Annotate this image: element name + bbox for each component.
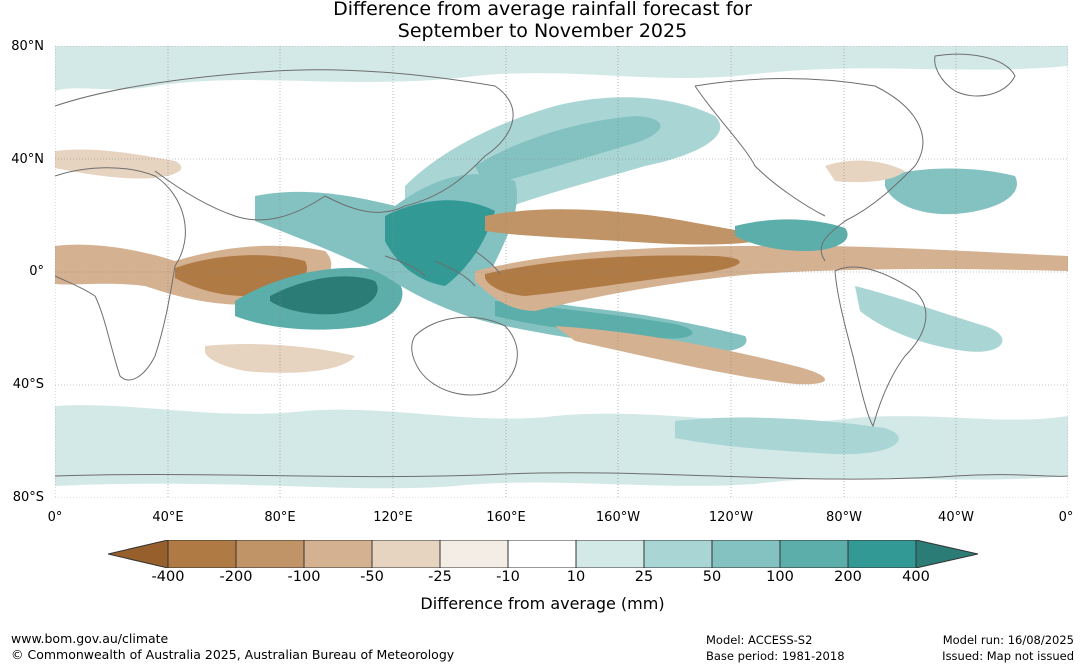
atlantic-subtropical-dry (825, 160, 905, 183)
colorbar-swatch-9 (711, 540, 781, 568)
colorbar-tick: 10 (566, 569, 586, 585)
spcz-wet-core (495, 301, 693, 339)
colorbar-swatch-1 (167, 540, 237, 568)
coastline-africa (55, 167, 186, 381)
se-pacific-dry-band (555, 326, 825, 385)
lat-label-40s: 40°S (12, 377, 44, 392)
lat-label-80n: 80°N (11, 39, 44, 54)
lon-label-40e: 40°E (152, 510, 184, 525)
colorbar-tick: -10 (496, 569, 520, 585)
lon-label-80e: 80°E (264, 510, 296, 525)
footer-issued: Issued: Map not issued (942, 649, 1074, 663)
coastline-north-america (694, 78, 924, 262)
east-indian-ocean-wet-core (270, 276, 378, 315)
lat-label-equator: 0° (29, 264, 44, 279)
colorbar-tick: 100 (766, 569, 794, 585)
lon-label-160e: 160°E (486, 510, 526, 525)
colorbar-swatch-4 (371, 540, 441, 568)
north-pacific-subtropical-dry (485, 209, 775, 245)
maritime-continent-wet (255, 174, 747, 353)
colorbar-tick: 25 (634, 569, 654, 585)
colorbar-tick: -400 (151, 569, 185, 585)
colorbar-swatch-6 (507, 540, 577, 568)
colorbar-swatch-8 (643, 540, 713, 568)
footer-website: www.bom.gov.au/climate (11, 631, 169, 646)
colorbar-tick: 200 (834, 569, 862, 585)
north-pacific-wet-inner (475, 116, 661, 186)
colorbar-tick: 50 (702, 569, 722, 585)
southern-ocean-wet-band (55, 405, 1068, 489)
graticule (55, 46, 1068, 498)
colorbar-label: Difference from average (mm) (420, 594, 665, 613)
map-title-line-1: Difference from average rainfall forecas… (333, 0, 752, 20)
lat-label-80s: 80°S (12, 490, 44, 505)
rainfall-anomaly-map (55, 46, 1068, 498)
south-america-wet (855, 286, 1003, 352)
footer-copyright: © Commonwealth of Australia 2025, Austra… (11, 647, 455, 662)
lon-label-120e: 120°E (373, 510, 413, 525)
colorbar-swatch-2 (235, 540, 305, 568)
lon-label-160w: 160°W (595, 510, 641, 525)
colorbar-tick: -50 (360, 569, 384, 585)
coastline-greenland (934, 53, 1016, 97)
coastlines (55, 53, 1068, 480)
lon-label-0-east: 0° (1058, 510, 1074, 525)
footer-model: Model: ACCESS-S2 (706, 633, 813, 647)
colorbar-tick: 400 (902, 569, 930, 585)
lat-label-40n: 40°N (11, 152, 44, 167)
anomaly-shading (55, 46, 1068, 489)
lon-label-120w: 120°W (708, 510, 754, 525)
lon-label-40w: 40°W (938, 510, 974, 525)
maritime-continent-wet-core (385, 200, 495, 286)
coastline-eurasia (55, 69, 514, 221)
southern-ocean-wet-core (675, 417, 899, 455)
footer-model-run: Model run: 16/08/2025 (942, 633, 1074, 647)
lon-label-80w: 80°W (826, 510, 862, 525)
map-title-line-2: September to November 2025 (397, 20, 688, 42)
coastline-maritime-islands (384, 250, 501, 287)
colorbar-tick: -200 (219, 569, 253, 585)
lon-label-0-west: 0° (47, 510, 63, 525)
central-pacific-dry-inner (485, 255, 740, 296)
mid-latitude-dry-patches (55, 149, 182, 179)
colorbar-swatch-7 (575, 540, 645, 568)
footer-base-period: Base period: 1981-2018 (706, 649, 845, 663)
colorbar-swatch-10 (779, 540, 849, 568)
coastline-antarctica (55, 472, 1068, 480)
coastline-south-america (834, 266, 927, 428)
colorbar-swatch-3 (303, 540, 373, 568)
eastern-pacific-itcz-wet (735, 219, 848, 251)
arctic-wet-band (55, 46, 1068, 91)
colorbar-left-arrow (108, 540, 169, 568)
colorbar-tick: -100 (287, 569, 321, 585)
colorbar-right-arrow (915, 540, 978, 568)
north-atlantic-wet (885, 168, 1017, 215)
coastline-australia (411, 316, 518, 396)
colorbar-swatch-5 (439, 540, 509, 568)
colorbar-swatch-11 (847, 540, 917, 568)
colorbar (108, 540, 978, 568)
colorbar-tick: -25 (428, 569, 452, 585)
